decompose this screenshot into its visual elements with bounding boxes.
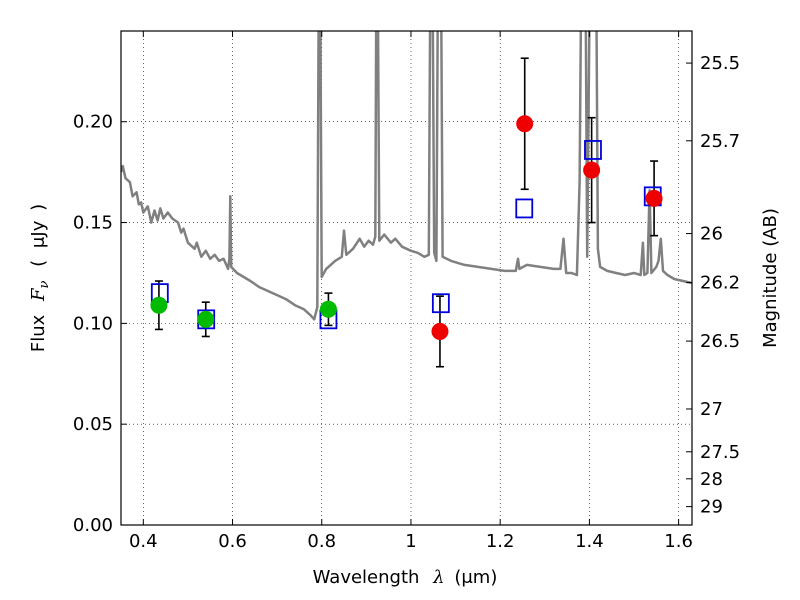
photometry-points-layer <box>150 57 663 368</box>
model-spectrum-layer <box>121 31 692 321</box>
y2-tick-label: 26 <box>700 224 723 245</box>
y-tick-label: 0.15 <box>73 213 113 234</box>
observed-nir-point <box>645 189 663 207</box>
observed-optical-point <box>319 300 337 318</box>
plot-frame <box>120 30 693 526</box>
model-spectrum-line <box>121 31 692 321</box>
observed-nir-point <box>583 161 601 179</box>
y2-tick-label: 28 <box>700 469 723 490</box>
y2-tick-label: 29 <box>700 497 723 518</box>
y2-tick-label: 26.5 <box>700 331 740 352</box>
y2-tick-label: 25.7 <box>700 131 740 152</box>
x-tick-label: 1.6 <box>664 531 693 552</box>
x-tick-label: 0.6 <box>218 531 247 552</box>
x-tick-label: 0.4 <box>129 531 158 552</box>
x-axis-label: Wavelength λ (μm) <box>313 567 498 588</box>
x-tick-label: 1.4 <box>575 531 604 552</box>
y2-tick-label: 25.5 <box>700 53 740 74</box>
y-tick-label: 0.00 <box>73 515 113 536</box>
observed-optical-point <box>150 296 168 314</box>
observed-nir-point <box>516 115 534 133</box>
y-tick-label: 0.20 <box>73 112 113 133</box>
model-photometry-square <box>584 140 602 160</box>
y-tick-label: 0.10 <box>73 313 113 334</box>
model-photometry-square <box>431 293 450 314</box>
x-tick-label: 1 <box>405 531 416 552</box>
y2-tick-label: 26.2 <box>700 273 740 294</box>
x-tick-label: 1.2 <box>486 531 515 552</box>
y2-tick-label: 27.5 <box>700 442 740 463</box>
y-tick-label: 0.05 <box>73 414 113 435</box>
axis-ticks: 0.4 0.6 0.8 1 1.2 1.4 1.6 0.00 0.05 0.10 0.15 0.20 2… <box>73 31 740 552</box>
x-tick-label: 0.8 <box>307 531 336 552</box>
y2-tick-label: 27 <box>700 399 723 420</box>
y-axis-label: Flux Fν ( μJy ) <box>28 204 53 352</box>
model-photometry-square <box>515 198 534 219</box>
y2-axis-label: Magnitude (AB) <box>760 208 781 348</box>
observed-nir-point <box>431 322 449 340</box>
observed-optical-point <box>197 310 215 328</box>
